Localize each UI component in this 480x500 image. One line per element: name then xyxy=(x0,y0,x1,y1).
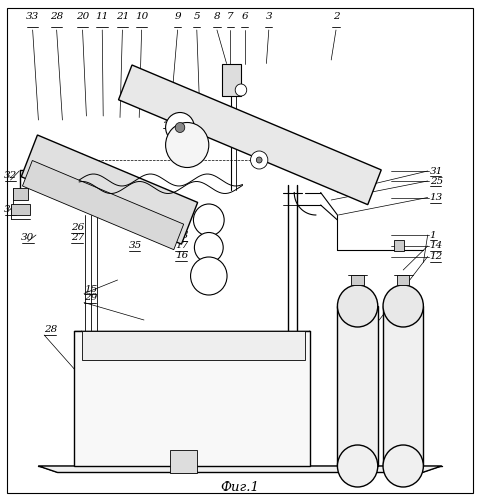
Text: 30: 30 xyxy=(21,233,35,242)
Text: 31: 31 xyxy=(430,166,443,175)
Text: 6: 6 xyxy=(241,12,248,21)
Polygon shape xyxy=(23,160,184,250)
Text: 24: 24 xyxy=(175,222,189,230)
Text: 11: 11 xyxy=(96,12,109,21)
Polygon shape xyxy=(21,135,198,244)
Text: 18: 18 xyxy=(175,232,189,240)
Text: 28: 28 xyxy=(50,12,63,21)
Bar xyxy=(394,240,404,251)
Text: Фиг.1: Фиг.1 xyxy=(221,481,259,494)
Circle shape xyxy=(383,285,423,327)
Text: 2: 2 xyxy=(333,12,339,21)
Circle shape xyxy=(235,84,247,96)
Circle shape xyxy=(337,445,378,487)
Text: 35: 35 xyxy=(129,242,142,250)
Bar xyxy=(82,331,305,360)
Bar xyxy=(13,188,28,200)
Text: 15: 15 xyxy=(84,284,97,294)
Circle shape xyxy=(166,112,194,142)
Circle shape xyxy=(194,232,223,262)
Text: 17: 17 xyxy=(175,242,189,250)
Circle shape xyxy=(193,204,224,236)
Text: 9: 9 xyxy=(174,12,181,21)
Text: 21: 21 xyxy=(116,12,129,21)
Bar xyxy=(74,331,310,466)
Bar xyxy=(397,275,409,285)
Circle shape xyxy=(191,257,227,295)
Text: 28: 28 xyxy=(44,326,58,334)
Text: 5: 5 xyxy=(193,12,200,21)
Text: 34: 34 xyxy=(4,206,17,214)
Text: 1: 1 xyxy=(430,230,436,239)
Text: 26: 26 xyxy=(71,223,84,232)
Text: 32: 32 xyxy=(4,172,17,180)
Text: 12: 12 xyxy=(430,252,443,261)
Text: 16: 16 xyxy=(175,252,189,260)
Text: 33: 33 xyxy=(26,12,39,21)
Text: 13: 13 xyxy=(430,193,443,202)
Text: 27: 27 xyxy=(71,233,84,242)
Text: 3: 3 xyxy=(265,12,272,21)
Text: 4: 4 xyxy=(163,118,170,127)
Polygon shape xyxy=(38,466,442,472)
Circle shape xyxy=(166,122,209,168)
Bar xyxy=(337,306,378,466)
Text: 20: 20 xyxy=(76,12,89,21)
Polygon shape xyxy=(119,65,381,204)
Text: 25: 25 xyxy=(430,176,443,186)
Text: 10: 10 xyxy=(135,12,148,21)
Circle shape xyxy=(175,122,185,132)
Bar xyxy=(383,306,423,466)
Circle shape xyxy=(337,285,378,327)
Circle shape xyxy=(256,157,262,163)
Text: 8: 8 xyxy=(214,12,220,21)
Text: 29: 29 xyxy=(84,293,97,302)
Bar xyxy=(351,275,364,285)
Text: 7: 7 xyxy=(227,12,234,21)
Text: 14: 14 xyxy=(430,242,443,250)
Circle shape xyxy=(251,151,268,169)
Bar xyxy=(11,204,30,215)
Bar xyxy=(170,450,197,472)
Bar xyxy=(222,64,241,96)
Circle shape xyxy=(383,445,423,487)
